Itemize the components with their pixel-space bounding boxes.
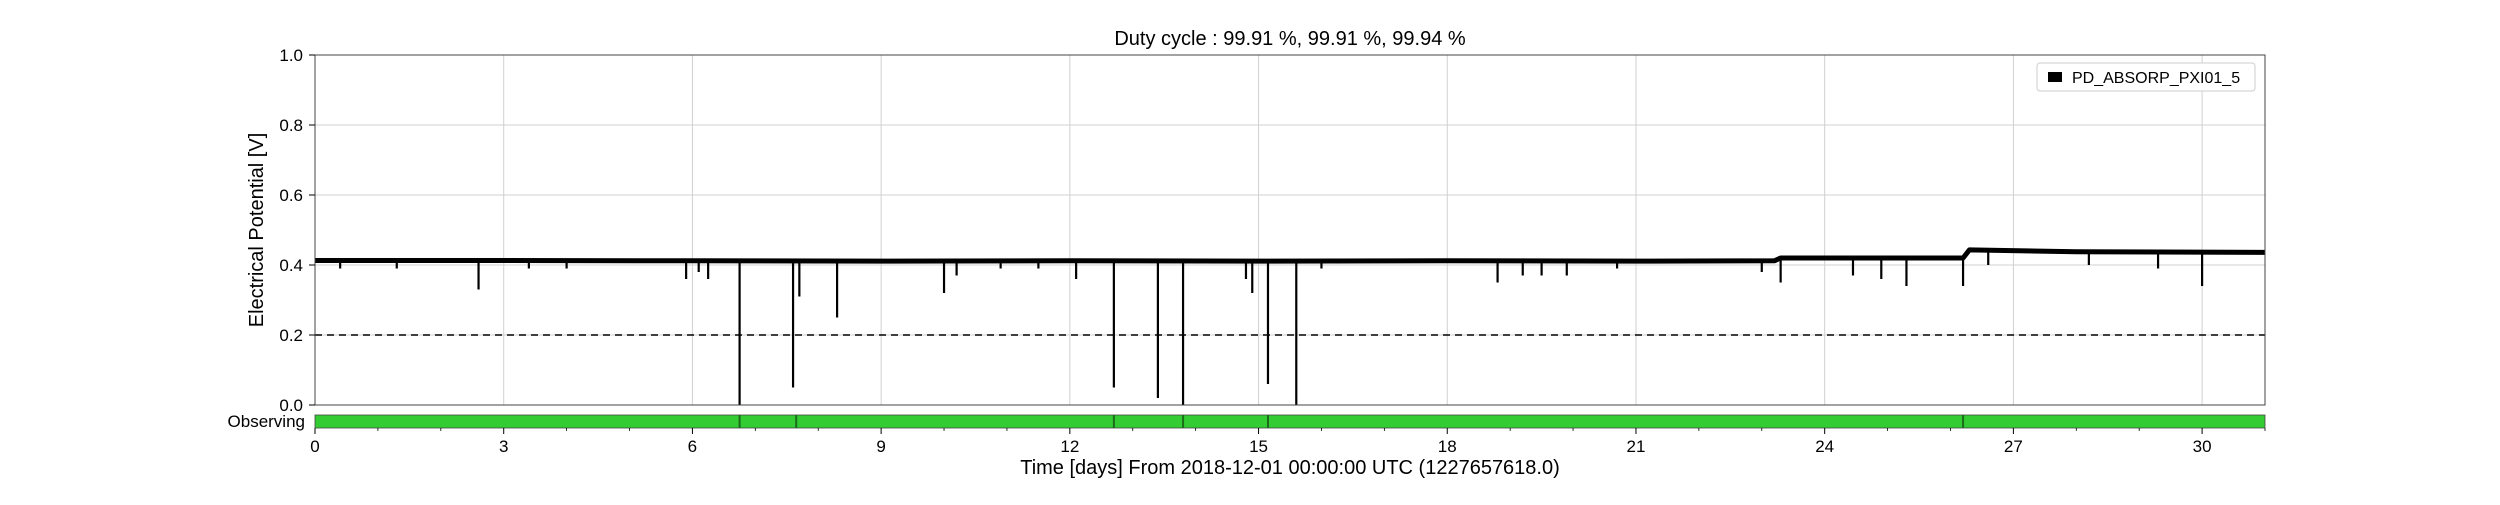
x-tick-label: 27: [2004, 437, 2023, 456]
x-axis-label: Time [days] From 2018-12-01 00:00:00 UTC…: [1020, 457, 1560, 479]
legend: PD_ABSORP_PXI01_5: [2036, 62, 2256, 92]
grid: [314, 54, 2265, 406]
x-tick-label: 12: [1060, 437, 1079, 456]
y-tick-label: 0.6: [279, 186, 303, 205]
x-tick-label: 15: [1249, 437, 1268, 456]
x-tick-label: 18: [1438, 437, 1457, 456]
x-tick-label: 30: [2193, 437, 2212, 456]
y-axis-label: Electrical Potential [V]: [246, 133, 268, 328]
y-tick-label: 0.2: [279, 326, 303, 345]
y-tick-label: 1.0: [279, 46, 303, 65]
x-tick-label: 6: [688, 437, 697, 456]
series-line: [315, 247, 2266, 264]
legend-swatch: [2048, 72, 2062, 82]
y-tick-label: 0.8: [279, 116, 303, 135]
x-tick-label: 9: [876, 437, 885, 456]
y-tick-label: 0.0: [279, 396, 303, 415]
axes-frame: [314, 54, 2266, 406]
x-tick-label: 21: [1627, 437, 1646, 456]
legend-box: [2036, 62, 2256, 92]
segment-bar: [314, 414, 2266, 429]
x-tick-label: 3: [499, 437, 508, 456]
legend-entry: PD_ABSORP_PXI01_5: [2072, 70, 2240, 87]
y-axis-ticks: 0.0 0.2 0.4 0.6 0.8 1.0: [279, 46, 315, 415]
series-layer: [315, 247, 2266, 405]
x-tick-label: 24: [1815, 437, 1834, 456]
observing-segment-bar: [314, 414, 2266, 429]
x-tick-label: 0: [310, 437, 319, 456]
x-axis-ticks: 0 3 6 9 12 15 18 21 24 27 30: [310, 428, 2266, 456]
chart-title: Duty cycle : 99.91 %, 99.91 %, 99.94 %: [1114, 28, 1466, 50]
y-tick-label: 0.4: [279, 256, 303, 275]
segment-label: Observing: [228, 412, 305, 431]
